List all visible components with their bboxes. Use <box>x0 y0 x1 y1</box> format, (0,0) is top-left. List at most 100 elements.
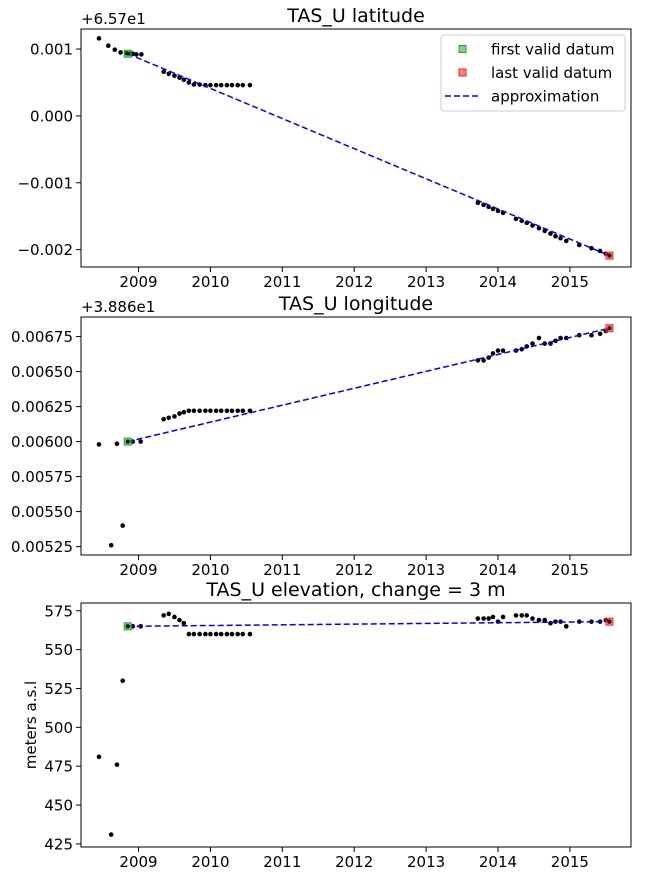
data-point <box>563 624 569 629</box>
data-point <box>197 408 202 414</box>
x-tick-label: 2014 <box>479 853 517 871</box>
legend-label: approximation <box>491 88 599 106</box>
chart-panel-2: 2009 2010 2011 2012 2013 2014 2015 0.00675 0.006… <box>11 293 632 579</box>
legend-label: first valid datum <box>491 41 615 59</box>
first-valid-dot <box>126 52 130 56</box>
data-point <box>203 408 208 414</box>
data-point <box>530 223 535 228</box>
x-tick-label: 2012 <box>335 273 373 291</box>
data-point <box>235 408 241 414</box>
data-point <box>118 50 123 55</box>
data-point <box>536 225 542 231</box>
data-point <box>213 408 219 414</box>
data-point <box>166 611 172 617</box>
y-tick-label: 0.00625 <box>11 398 73 416</box>
x-tick-label: 2011 <box>263 561 301 579</box>
x-tick-label: 2010 <box>191 853 229 871</box>
data-point <box>229 408 235 414</box>
data-point <box>495 208 501 214</box>
x-tick-label: 2015 <box>551 273 589 291</box>
data-point <box>218 631 224 637</box>
data-point <box>589 332 594 338</box>
data-point <box>553 338 558 344</box>
data-point <box>500 614 506 620</box>
data-point <box>138 439 143 444</box>
data-point <box>114 762 120 767</box>
x-tick-label: 2014 <box>479 273 517 291</box>
legend-label: last valid datum <box>491 64 612 82</box>
data-point <box>213 82 219 88</box>
x-tick-label: 2011 <box>263 853 301 871</box>
y-tick-label: −0.001 <box>17 174 73 192</box>
y-tick-label: 500 <box>44 719 73 737</box>
data-point <box>490 614 496 620</box>
chart-title: TAS_U elevation, change = 3 m <box>205 579 505 601</box>
x-tick-label: 2013 <box>407 273 445 291</box>
data-point <box>235 82 241 88</box>
x-tick-label: 2012 <box>335 853 373 871</box>
data-point <box>186 631 192 637</box>
chart-title: TAS_U longitude <box>278 293 433 315</box>
data-point <box>589 245 594 251</box>
data-point <box>229 82 235 88</box>
data-point <box>181 77 187 83</box>
plot-frame <box>80 28 632 268</box>
data-point <box>519 613 525 618</box>
x-tick-label: 2009 <box>119 273 157 291</box>
data-point <box>177 617 182 623</box>
x-tick-label: 2015 <box>551 853 589 871</box>
x-tick-label: 2013 <box>407 853 445 871</box>
data-point <box>490 351 496 356</box>
data-point <box>597 331 603 337</box>
data-point <box>235 631 241 637</box>
y-tick-label: 450 <box>44 797 73 815</box>
data-point <box>542 617 548 623</box>
first-valid-dot <box>126 624 130 628</box>
approximation-line <box>127 620 610 628</box>
data-point <box>224 408 230 414</box>
legend-marker <box>458 68 467 77</box>
data-point <box>181 620 187 626</box>
x-tick-label: 2014 <box>479 561 517 579</box>
data-point <box>224 82 230 88</box>
y-tick-label: −0.002 <box>17 241 73 259</box>
data-point <box>208 631 213 637</box>
last-valid-dot <box>607 620 612 624</box>
x-tick-label: 2011 <box>263 273 301 291</box>
first-valid-dot <box>126 440 130 444</box>
chart-panel-1: 2009 2010 2011 2012 2013 2014 2015 0.001 0.000 −0… <box>17 5 632 291</box>
data-point <box>120 678 125 684</box>
y-tick-label: 0.00650 <box>11 363 73 381</box>
x-tick-label: 2009 <box>119 853 157 871</box>
data-point <box>213 631 219 637</box>
data-point <box>553 233 558 239</box>
data-point <box>108 542 114 548</box>
data-point <box>224 631 230 637</box>
data-point <box>106 43 111 49</box>
last-valid-dot <box>607 326 612 330</box>
x-tick-label: 2010 <box>191 273 229 291</box>
data-point <box>475 616 481 621</box>
y-tick-label: 425 <box>44 835 73 853</box>
data-point <box>208 82 213 88</box>
data-point <box>96 36 102 41</box>
data-point <box>536 335 542 341</box>
data-point <box>114 441 120 447</box>
data-point <box>240 408 246 414</box>
axis-offset-label: +3.886e1 <box>81 298 155 316</box>
data-point <box>197 631 202 637</box>
data-point <box>96 442 102 447</box>
data-point <box>240 82 246 88</box>
last-valid-dot <box>607 254 612 258</box>
x-tick-label: 2012 <box>335 561 373 579</box>
y-tick-label: 0.00525 <box>11 538 73 556</box>
data-point <box>513 613 519 618</box>
y-tick-label: 0.00575 <box>11 468 73 486</box>
x-tick-label: 2015 <box>551 561 589 579</box>
data-point <box>166 71 172 77</box>
data-point <box>120 523 125 528</box>
data-point <box>172 73 177 79</box>
legend: first valid datum last valid datum approxi… <box>440 34 626 112</box>
data-point <box>177 411 182 416</box>
data-point <box>530 341 535 346</box>
